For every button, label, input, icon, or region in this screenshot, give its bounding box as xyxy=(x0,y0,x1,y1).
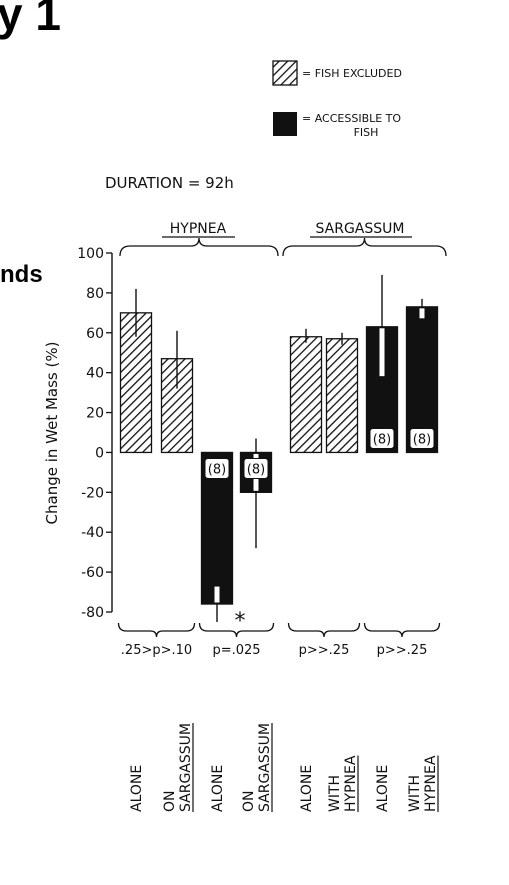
error-bar-inset xyxy=(213,585,221,604)
y-tick-label: 80 xyxy=(86,286,104,302)
bar xyxy=(289,336,323,454)
n-label: (8) xyxy=(373,432,391,447)
category-label-group: ALONE xyxy=(210,765,226,812)
error-bar-inset xyxy=(378,327,386,378)
group-brace xyxy=(282,237,447,257)
n-label-box xyxy=(204,457,230,479)
legend-solid-swatch xyxy=(273,112,297,136)
category-label: WITH xyxy=(407,775,423,812)
n-label: (8) xyxy=(208,462,226,477)
category-label: WITH xyxy=(327,775,343,812)
p-value-label: p=.025 xyxy=(212,643,260,658)
bar xyxy=(325,338,359,454)
p-value-label: p>>.25 xyxy=(377,643,428,658)
y-tick-label: -60 xyxy=(81,565,104,581)
significance-annotations: .25>p>.10 p=.025 * p>>.25 p>>.25 xyxy=(117,609,441,658)
category-label-group: ALONE xyxy=(375,765,391,812)
group-braces xyxy=(119,237,447,257)
category-label-group: ON xyxy=(241,791,257,813)
group-brace xyxy=(119,237,279,257)
y-tick-label: -80 xyxy=(81,605,104,621)
category-label-group: HYPNEA xyxy=(343,755,359,812)
y-tick-label: -40 xyxy=(81,525,104,541)
category-label-group: WITH xyxy=(327,775,343,812)
mid-left-fragment: nds xyxy=(0,261,43,288)
n-label: (8) xyxy=(413,432,431,447)
legend: = FISH EXCLUDED = ACCESSIBLE TO FISH xyxy=(272,60,402,139)
group-label-hypnea: HYPNEA xyxy=(170,221,227,237)
group-sargassum-header: SARGASSUM xyxy=(310,221,412,238)
y-tick-label: 60 xyxy=(86,326,104,342)
category-label: ALONE xyxy=(299,765,315,812)
bar xyxy=(119,312,153,454)
category-label: ALONE xyxy=(375,765,391,812)
category-label-group: HYPNEA xyxy=(423,755,439,812)
significance-brace xyxy=(117,622,196,638)
legend-accessible-line1: = ACCESSIBLE TO xyxy=(302,112,401,125)
significance-brace xyxy=(287,622,361,638)
n-label-box xyxy=(369,427,395,449)
category-label-group: ON xyxy=(162,791,178,813)
category-label: HYPNEA xyxy=(343,755,359,812)
category-label-group: SARGASSUM xyxy=(257,723,273,812)
category-label: HYPNEA xyxy=(423,755,439,812)
p-value-label: p>>.25 xyxy=(299,643,350,658)
category-label: ON xyxy=(162,791,178,813)
group-label-sargassum: SARGASSUM xyxy=(316,221,405,237)
legend-accessible-line2: FISH xyxy=(354,126,379,139)
y-tick-label: 0 xyxy=(95,445,104,461)
bars: (8) (8) (8) (8) xyxy=(119,274,439,622)
significance-star: * xyxy=(235,609,246,634)
legend-hatched-swatch xyxy=(272,60,298,86)
significance-brace xyxy=(198,622,275,638)
category-labels: ALONE ON SARGASSUM ALONE ON SARGASSUM ALONE WIT… xyxy=(129,723,439,812)
y-tick-label: 40 xyxy=(86,366,104,382)
y-axis: 100 80 60 40 20 0 -20 -40 -60 -80 xyxy=(77,246,113,621)
legend-fish-excluded: = FISH EXCLUDED xyxy=(302,67,402,80)
duration-label: DURATION = 92h xyxy=(105,174,234,192)
category-label-group: ALONE xyxy=(299,765,315,812)
y-axis-label: Change in Wet Mass (%) xyxy=(43,342,61,525)
y-tick-label: 100 xyxy=(77,246,104,262)
group-hypnea-header: HYPNEA xyxy=(162,221,235,238)
y-tick-label: -20 xyxy=(81,485,104,501)
y-tick-label: 20 xyxy=(86,406,104,422)
top-left-fragment: y 1 xyxy=(0,0,61,40)
significance-brace xyxy=(363,622,441,638)
category-label: SARGASSUM xyxy=(257,723,273,812)
category-label: ALONE xyxy=(129,765,145,812)
category-label-group: WITH xyxy=(407,775,423,812)
n-label-box xyxy=(243,457,269,479)
error-bar-inset xyxy=(418,307,426,320)
n-label: (8) xyxy=(247,462,265,477)
category-label: ON xyxy=(241,791,257,813)
category-label: SARGASSUM xyxy=(178,723,194,812)
n-label-box xyxy=(409,427,435,449)
category-label-group: SARGASSUM xyxy=(178,723,194,812)
p-value-label: .25>p>.10 xyxy=(121,643,192,658)
category-label-group: ALONE xyxy=(129,765,145,812)
category-label: ALONE xyxy=(210,765,226,812)
